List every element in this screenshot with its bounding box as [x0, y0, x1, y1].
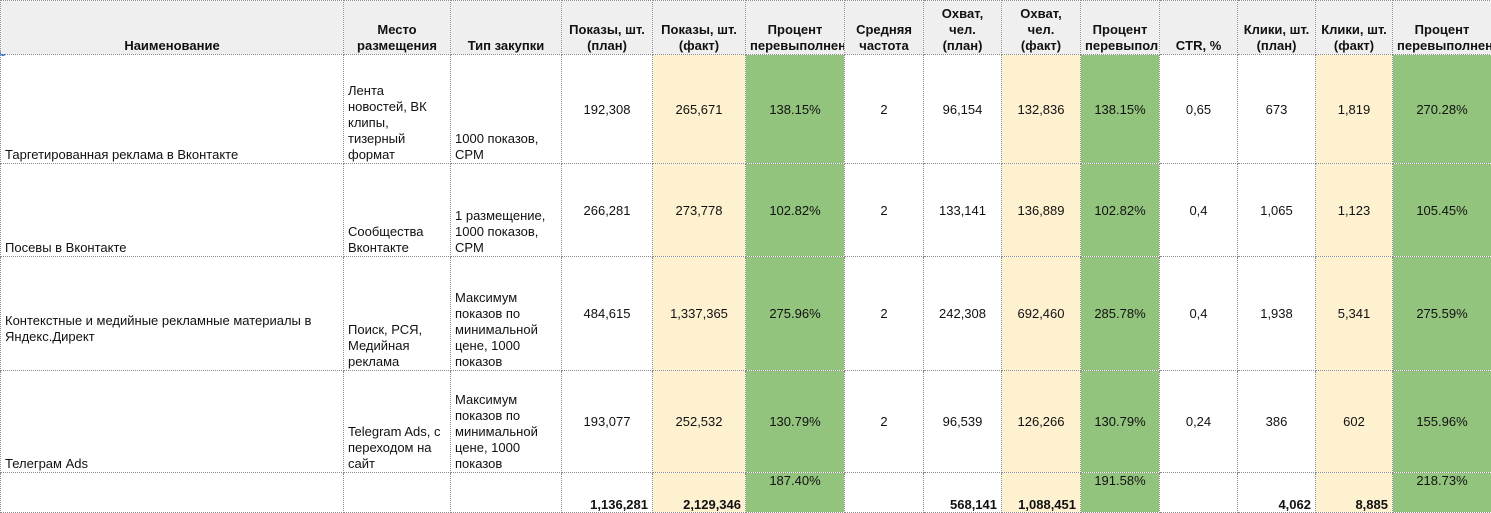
cell-purchase-type[interactable]: Максимум показов по минимальной цене, 10…	[451, 371, 562, 473]
cell-clicks-pct[interactable]: 270.28%	[1393, 55, 1491, 164]
cell-reach-plan[interactable]: 242,308	[924, 257, 1002, 371]
total-impressions-fact[interactable]: 2,129,346	[653, 473, 746, 513]
cell-clicks-plan[interactable]: 673	[1238, 55, 1316, 164]
cell-impressions-plan[interactable]: 266,281	[562, 164, 653, 257]
cell-ctr[interactable]: 0,24	[1160, 371, 1238, 473]
cell-reach-pct[interactable]: 102.82%	[1081, 164, 1160, 257]
cell-name[interactable]: Контекстные и медийные рекламные материа…	[1, 257, 344, 371]
cell-reach-pct[interactable]: 130.79%	[1081, 371, 1160, 473]
total-reach-plan[interactable]: 568,141	[924, 473, 1002, 513]
cell-reach-fact[interactable]: 132,836	[1002, 55, 1081, 164]
cell-ctr[interactable]: 0,65	[1160, 55, 1238, 164]
cell-clicks-plan[interactable]: 1,938	[1238, 257, 1316, 371]
cell-reach-pct[interactable]: 285.78%	[1081, 257, 1160, 371]
cell-reach-plan[interactable]: 133,141	[924, 164, 1002, 257]
cell-placement[interactable]: Поиск, РСЯ, Медийная реклама	[344, 257, 451, 371]
table-row: Контекстные и медийные рекламные материа…	[1, 257, 1491, 371]
table-row: Посевы в Вконтакте Сообщества Вконтакте …	[1, 164, 1491, 257]
table-row: Телеграм Ads Telegram Ads, с переходом н…	[1, 371, 1491, 473]
header-name[interactable]: Наименование	[1, 1, 344, 55]
cell-name[interactable]: Посевы в Вконтакте	[1, 164, 344, 257]
cell-impressions-pct[interactable]: 130.79%	[746, 371, 845, 473]
total-reach-fact[interactable]: 1,088,451	[1002, 473, 1081, 513]
cell-impressions-fact[interactable]: 265,671	[653, 55, 746, 164]
cell-impressions-fact[interactable]: 273,778	[653, 164, 746, 257]
cell-impressions-plan[interactable]: 192,308	[562, 55, 653, 164]
table-row: Таргетированная реклама в Вконтакте Лент…	[1, 55, 1491, 164]
cell-clicks-plan[interactable]: 1,065	[1238, 164, 1316, 257]
cell-reach-fact[interactable]: 692,460	[1002, 257, 1081, 371]
cell-impressions-plan[interactable]: 193,077	[562, 371, 653, 473]
cell-placement[interactable]: Сообщества Вконтакте	[344, 164, 451, 257]
cell-empty[interactable]	[845, 473, 924, 513]
total-impressions-pct[interactable]: 187.40%	[746, 473, 845, 513]
cell-clicks-fact[interactable]: 1,819	[1316, 55, 1393, 164]
cell-avg-frequency[interactable]: 2	[845, 164, 924, 257]
cell-impressions-pct[interactable]: 102.82%	[746, 164, 845, 257]
header-clicks-fact[interactable]: Клики, шт. (факт)	[1316, 1, 1393, 55]
cell-avg-frequency[interactable]: 2	[845, 55, 924, 164]
cell-reach-pct[interactable]: 138.15%	[1081, 55, 1160, 164]
cell-clicks-pct[interactable]: 105.45%	[1393, 164, 1491, 257]
cell-avg-frequency[interactable]: 2	[845, 257, 924, 371]
cell-impressions-pct[interactable]: 275.96%	[746, 257, 845, 371]
cell-purchase-type[interactable]: Максимум показов по минимальной цене, 10…	[451, 257, 562, 371]
header-placement[interactable]: Место размещения	[344, 1, 451, 55]
header-impressions-plan[interactable]: Показы, шт. (план)	[562, 1, 653, 55]
cell-clicks-fact[interactable]: 5,341	[1316, 257, 1393, 371]
cell-clicks-pct[interactable]: 155.96%	[1393, 371, 1491, 473]
cell-name[interactable]: Таргетированная реклама в Вконтакте	[1, 55, 344, 164]
cell-clicks-fact[interactable]: 602	[1316, 371, 1393, 473]
cell-clicks-fact[interactable]: 1,123	[1316, 164, 1393, 257]
header-purchase-type[interactable]: Тип закупки	[451, 1, 562, 55]
cell-purchase-type[interactable]: 1000 показов, CPM	[451, 55, 562, 164]
total-clicks-plan[interactable]: 4,062	[1238, 473, 1316, 513]
totals-row: 1,136,281 2,129,346 187.40% 568,141 1,08…	[1, 473, 1491, 513]
cell-empty[interactable]	[451, 473, 562, 513]
header-reach-fact[interactable]: Охват, чел. (факт)	[1002, 1, 1081, 55]
header-ctr[interactable]: CTR, %	[1160, 1, 1238, 55]
header-avg-frequency[interactable]: Средняя частота	[845, 1, 924, 55]
cell-placement[interactable]: Лента новостей, ВК клипы, тизерный форма…	[344, 55, 451, 164]
cell-reach-plan[interactable]: 96,154	[924, 55, 1002, 164]
cell-reach-fact[interactable]: 136,889	[1002, 164, 1081, 257]
cell-reach-fact[interactable]: 126,266	[1002, 371, 1081, 473]
header-clicks-pct[interactable]: Процент перевыполнения	[1393, 1, 1491, 55]
cell-impressions-pct[interactable]: 138.15%	[746, 55, 845, 164]
cell-empty[interactable]	[1, 473, 344, 513]
total-clicks-pct[interactable]: 218.73%	[1393, 473, 1491, 513]
header-impressions-pct[interactable]: Процент перевыполнения	[746, 1, 845, 55]
cell-clicks-pct[interactable]: 275.59%	[1393, 257, 1491, 371]
header-clicks-plan[interactable]: Клики, шт. (план)	[1238, 1, 1316, 55]
cell-ctr[interactable]: 0,4	[1160, 257, 1238, 371]
header-reach-plan[interactable]: Охват, чел. (план)	[924, 1, 1002, 55]
cell-clicks-plan[interactable]: 386	[1238, 371, 1316, 473]
cell-impressions-plan[interactable]: 484,615	[562, 257, 653, 371]
cell-impressions-fact[interactable]: 252,532	[653, 371, 746, 473]
cell-name[interactable]: Телеграм Ads	[1, 371, 344, 473]
total-impressions-plan[interactable]: 1,136,281	[562, 473, 653, 513]
header-reach-pct[interactable]: Процент перевыполнения	[1081, 1, 1160, 55]
cell-empty[interactable]	[1160, 473, 1238, 513]
cell-ctr[interactable]: 0,4	[1160, 164, 1238, 257]
header-row: Наименование Место размещения Тип закупк…	[1, 1, 1491, 55]
cell-placement[interactable]: Telegram Ads, с переходом на сайт	[344, 371, 451, 473]
total-reach-pct[interactable]: 191.58%	[1081, 473, 1160, 513]
total-clicks-fact[interactable]: 8,885	[1316, 473, 1393, 513]
cell-avg-frequency[interactable]: 2	[845, 371, 924, 473]
cell-impressions-fact[interactable]: 1,337,365	[653, 257, 746, 371]
cell-empty[interactable]	[344, 473, 451, 513]
cell-reach-plan[interactable]: 96,539	[924, 371, 1002, 473]
header-impressions-fact[interactable]: Показы, шт. (факт)	[653, 1, 746, 55]
cell-purchase-type[interactable]: 1 размещение, 1000 показов, CPM	[451, 164, 562, 257]
